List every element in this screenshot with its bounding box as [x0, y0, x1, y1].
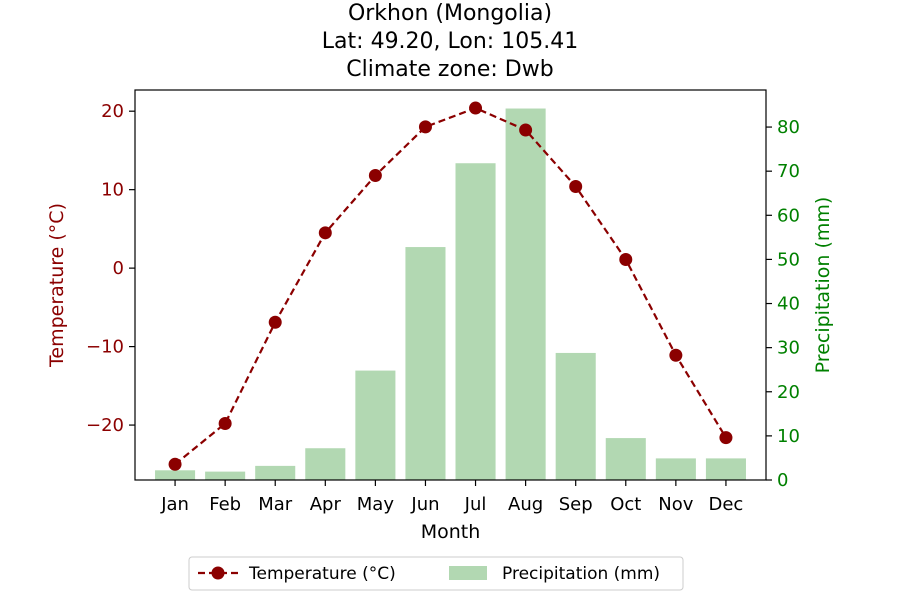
- legend-precipitation-label: Precipitation (mm): [502, 564, 660, 584]
- precip-bar-jun: [405, 247, 446, 480]
- right-tick-label: 40: [777, 294, 800, 315]
- left-tick-label: −10: [86, 337, 124, 358]
- x-tick-label: Jul: [464, 494, 487, 515]
- temp-point-oct: [619, 252, 633, 266]
- x-tick-label: Jun: [410, 494, 439, 515]
- legend-precipitation-swatch: [449, 566, 487, 580]
- x-tick-label: Jan: [160, 494, 189, 515]
- x-tick-label: Oct: [610, 494, 641, 515]
- temp-point-sep: [569, 180, 583, 194]
- x-tick-label: Sep: [559, 494, 593, 515]
- left-tick-label: −20: [86, 415, 124, 436]
- x-tick-label: Apr: [310, 494, 342, 515]
- temp-point-jun: [418, 120, 432, 134]
- right-tick-label: 80: [777, 117, 800, 138]
- temp-point-aug: [519, 123, 533, 137]
- temp-point-may: [368, 169, 382, 183]
- right-tick-label: 0: [777, 470, 788, 491]
- x-tick-label: Feb: [209, 494, 241, 515]
- precip-bar-jul: [455, 163, 496, 480]
- precip-bar-dec: [705, 458, 746, 480]
- right-tick-label: 10: [777, 426, 800, 447]
- legend-box: [188, 556, 684, 591]
- temp-point-nov: [669, 348, 683, 362]
- x-tick-label: May: [357, 494, 395, 515]
- x-tick-label: Dec: [709, 494, 744, 515]
- right-axis-label: Precipitation (mm): [812, 197, 834, 374]
- x-axis-label: Month: [421, 521, 481, 543]
- left-tick-label: 0: [113, 258, 124, 279]
- precip-bar-mar: [255, 465, 296, 480]
- temp-point-feb: [218, 417, 232, 431]
- x-tick-label: Aug: [508, 494, 543, 515]
- precip-bar-feb: [205, 471, 246, 480]
- precip-bar-may: [355, 370, 396, 480]
- left-tick-label: 20: [101, 101, 124, 122]
- chart-title-line2: Lat: 49.20, Lon: 105.41: [321, 29, 579, 54]
- right-tick-label: 60: [777, 205, 800, 226]
- right-tick-label: 70: [777, 161, 800, 182]
- precip-bar-apr: [305, 448, 346, 480]
- plot-frame: [134, 89, 767, 481]
- right-tick-label: 20: [777, 382, 800, 403]
- x-tick-label: Mar: [258, 494, 293, 515]
- legend-temperature-marker: [211, 566, 225, 580]
- chart-title-line1: Orkhon (Mongolia): [347, 1, 553, 26]
- right-tick-label: 50: [777, 249, 800, 270]
- temp-point-apr: [318, 226, 332, 240]
- precip-bar-sep: [555, 352, 596, 480]
- right-tick-label: 30: [777, 338, 800, 359]
- temperature-line: [174, 106, 727, 466]
- temp-point-jan: [168, 457, 182, 471]
- precip-bar-jan: [155, 470, 196, 480]
- left-axis-label: Temperature (°C): [46, 203, 68, 368]
- precip-bar-nov: [655, 458, 696, 480]
- temp-point-mar: [268, 315, 282, 329]
- left-tick-label: 10: [101, 180, 124, 201]
- chart-title-line3: Climate zone: Dwb: [346, 57, 554, 82]
- precip-bar-aug: [505, 108, 546, 480]
- x-tick-label: Nov: [658, 494, 693, 515]
- temp-point-jul: [469, 101, 483, 115]
- legend-temperature-label: Temperature (°C): [248, 564, 396, 584]
- temp-point-dec: [719, 431, 733, 445]
- precip-bar-oct: [605, 438, 646, 480]
